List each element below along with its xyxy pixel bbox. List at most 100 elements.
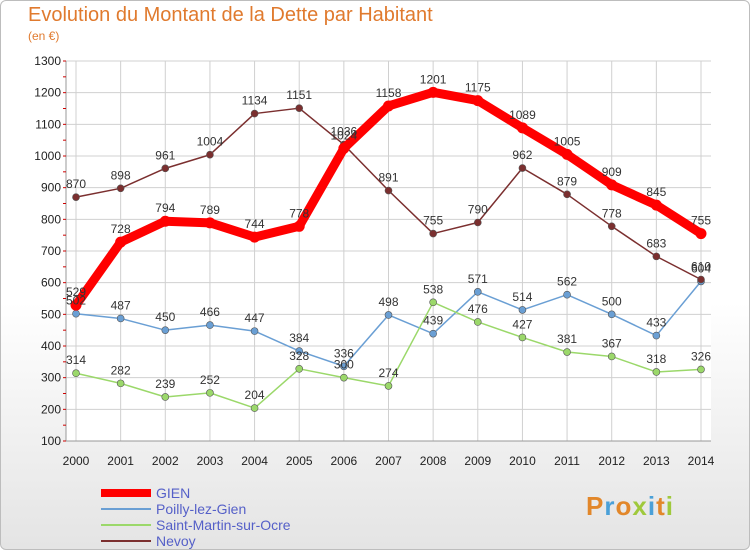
data-label: 1175	[465, 81, 491, 95]
data-point	[161, 393, 170, 401]
data-point	[161, 164, 170, 173]
data-label: 450	[155, 310, 175, 324]
data-label: 381	[557, 332, 577, 346]
data-label: 1004	[197, 135, 224, 149]
data-label: 384	[289, 331, 309, 345]
data-label: 962	[512, 148, 532, 162]
logo-letter: o	[615, 491, 633, 521]
data-point	[563, 190, 571, 199]
data-label: 514	[512, 290, 532, 304]
y-tick-label: 100	[41, 434, 61, 448]
data-label: 778	[602, 206, 622, 220]
x-tick-label: 2009	[464, 454, 491, 468]
data-label: 845	[646, 185, 666, 199]
data-label: 1201	[420, 72, 447, 86]
data-label: 794	[155, 201, 175, 215]
data-point	[607, 352, 616, 361]
data-label: 282	[111, 363, 131, 377]
x-tick-label: 2008	[420, 454, 447, 468]
y-tick-label: 1100	[35, 117, 61, 131]
data-point	[338, 142, 350, 154]
x-tick-label: 2003	[197, 454, 224, 468]
data-point	[159, 215, 171, 227]
data-point	[250, 327, 259, 335]
data-point	[206, 321, 214, 329]
data-label: 314	[66, 353, 86, 367]
data-label: 538	[423, 282, 443, 296]
data-point	[295, 364, 304, 373]
data-point	[473, 288, 482, 296]
data-point	[206, 150, 214, 159]
y-tick-label: 1000	[34, 149, 61, 163]
data-label: 427	[512, 317, 532, 331]
data-point	[293, 220, 305, 232]
data-label: 367	[602, 336, 622, 350]
data-label: 502	[66, 294, 86, 308]
data-label: 328	[289, 349, 309, 363]
data-label: 476	[468, 302, 488, 316]
data-label: 909	[602, 165, 622, 179]
chart-title: Evolution du Montant de la Dette par Hab…	[28, 4, 433, 26]
data-point	[72, 309, 80, 318]
y-tick-label: 200	[41, 402, 61, 416]
data-label: 1134	[242, 94, 268, 108]
data-point	[295, 347, 304, 355]
data-point	[116, 379, 125, 388]
data-point	[115, 236, 127, 248]
data-point	[473, 318, 482, 326]
data-point	[518, 164, 527, 172]
data-point	[384, 311, 393, 319]
data-point	[72, 193, 80, 201]
data-point	[70, 299, 82, 311]
data-point	[650, 199, 662, 211]
data-point	[429, 298, 437, 307]
data-point	[429, 229, 437, 238]
data-point	[429, 329, 437, 338]
data-label: 1089	[509, 108, 536, 122]
data-label: 439	[423, 314, 443, 328]
data-point	[606, 179, 618, 191]
data-point	[72, 369, 80, 378]
data-label: 728	[111, 222, 131, 236]
data-point	[697, 275, 705, 284]
data-point	[697, 365, 705, 374]
data-point	[473, 218, 482, 227]
data-label: 755	[423, 214, 443, 228]
data-point	[340, 362, 348, 371]
legend-swatch	[101, 540, 151, 542]
x-tick-label: 2005	[286, 454, 313, 468]
y-tick-label: 700	[41, 244, 61, 258]
y-tick-label: 300	[41, 371, 61, 385]
data-label: 755	[691, 214, 711, 228]
logo-letter: P	[586, 491, 605, 521]
logo-letter: i	[647, 491, 657, 521]
data-label: 683	[646, 236, 666, 250]
data-label: 274	[378, 366, 398, 380]
data-label: 571	[468, 272, 488, 286]
data-point	[563, 348, 571, 356]
data-point	[472, 95, 484, 107]
y-tick-label: 400	[41, 339, 61, 353]
x-tick-label: 2014	[688, 454, 715, 468]
data-label: 466	[200, 305, 220, 319]
data-label: 487	[111, 298, 131, 312]
x-tick-label: 2006	[331, 454, 358, 468]
legend-label: GIEN	[156, 485, 191, 501]
logo-letter: x	[632, 491, 648, 521]
data-label: 898	[111, 168, 131, 182]
data-label: 239	[155, 377, 175, 391]
x-tick-label: 2010	[509, 454, 536, 468]
data-label: 870	[66, 177, 86, 191]
data-point	[518, 333, 527, 342]
legend-label: Poilly-lez-Gien	[156, 501, 247, 517]
data-point	[384, 382, 393, 390]
data-label: 447	[245, 311, 265, 325]
data-point	[652, 368, 661, 376]
data-point	[249, 231, 261, 243]
logo-letter: i	[665, 491, 674, 521]
data-point	[383, 100, 394, 112]
data-label: 252	[200, 373, 220, 387]
line-chart: 100 200 300 400 500 600 700 800 900 1000 1100 1200 1…	[34, 54, 715, 468]
data-label: 433	[646, 316, 666, 330]
